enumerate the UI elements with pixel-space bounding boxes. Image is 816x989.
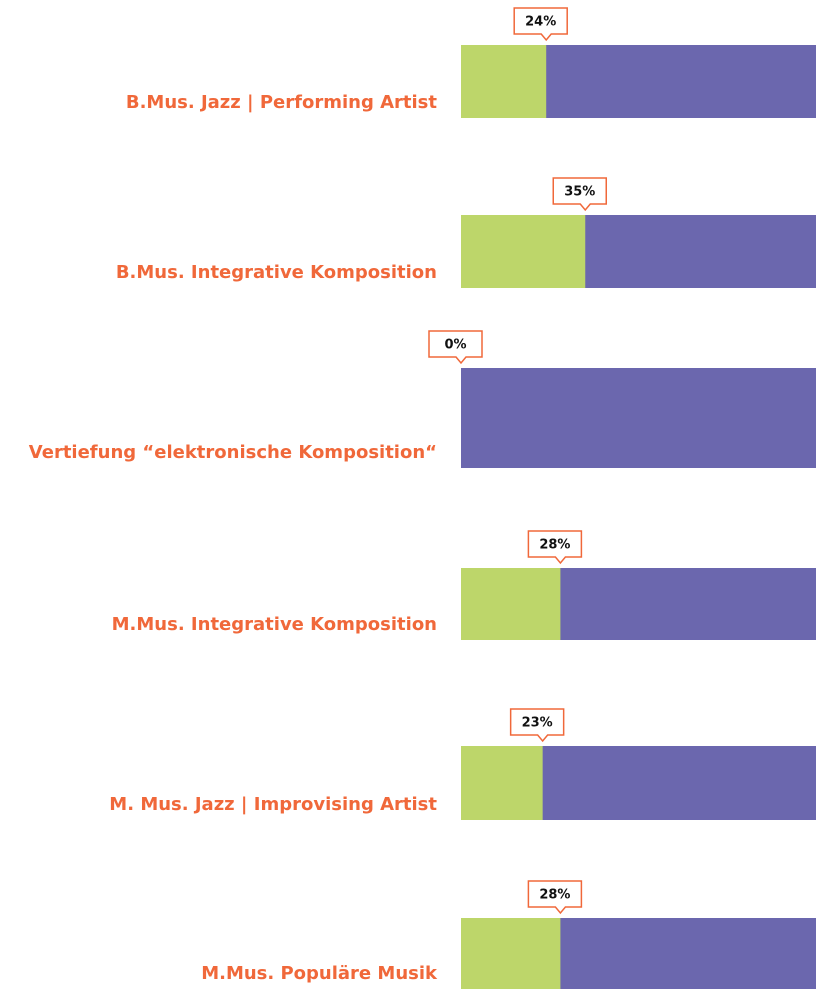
value-label: 23% — [522, 716, 553, 731]
value-label: 28% — [539, 888, 570, 903]
value-label: 35% — [564, 185, 595, 200]
callout — [513, 7, 568, 42]
value-label: 0% — [444, 338, 466, 353]
category-label: M.Mus. Populäre Musik — [201, 963, 438, 984]
bar — [461, 746, 543, 820]
bar — [461, 568, 561, 640]
value-label: 24% — [525, 15, 556, 30]
callout — [509, 708, 565, 743]
callout — [527, 530, 583, 565]
category-label: Vertiefung “elektronische Komposition“ — [29, 442, 437, 463]
category-label: M.Mus. Integrative Komposition — [112, 614, 437, 635]
bar-track — [461, 368, 816, 468]
bar — [461, 918, 561, 989]
value-label: 28% — [539, 538, 570, 553]
bar — [461, 45, 547, 118]
callout — [527, 880, 583, 915]
category-label: B.Mus. Integrative Komposition — [116, 262, 437, 283]
category-label: B.Mus. Jazz | Performing Artist — [126, 92, 438, 113]
callout — [428, 330, 483, 365]
callout — [552, 177, 607, 212]
category-label: M. Mus. Jazz | Improvising Artist — [109, 794, 437, 815]
bar — [461, 215, 586, 288]
